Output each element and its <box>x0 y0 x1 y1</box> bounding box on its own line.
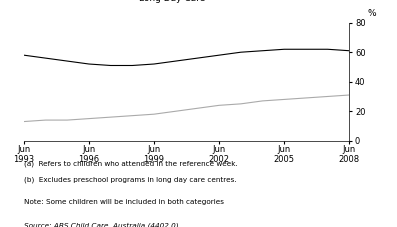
Preschool(b) <box>130 64 135 67</box>
Preschool(b) <box>347 49 352 52</box>
Preschool(b) <box>87 63 91 65</box>
Long Day Care <box>43 119 48 121</box>
Long Day Care <box>304 96 308 99</box>
Long Day Care <box>130 114 135 117</box>
Long Day Care <box>260 99 265 102</box>
Preschool(b) <box>217 54 222 57</box>
Preschool(b) <box>65 60 69 62</box>
Preschool(b) <box>43 57 48 59</box>
Long Day Care <box>173 110 178 113</box>
Preschool(b) <box>325 48 330 51</box>
Long Day Care <box>217 104 222 107</box>
Text: %: % <box>368 9 376 18</box>
Preschool(b) <box>239 51 243 54</box>
Preschool(b) <box>152 63 156 65</box>
Long Day Care <box>152 113 156 116</box>
Text: Note: Some children will be included in both categories: Note: Some children will be included in … <box>24 199 224 205</box>
Long Day Care <box>87 117 91 120</box>
Line: Long Day Care: Long Day Care <box>24 95 349 121</box>
Preschool(b) <box>173 60 178 62</box>
Text: (a)  Refers to children who attended in the reference week.: (a) Refers to children who attended in t… <box>24 160 237 167</box>
Long Day Care <box>21 120 26 123</box>
Long Day Care <box>282 98 287 101</box>
Text: (b)  Excludes preschool programs in long day care centres.: (b) Excludes preschool programs in long … <box>24 176 237 183</box>
Text: Source: ABS Child Care, Australia (4402.0): Source: ABS Child Care, Australia (4402.… <box>24 222 178 227</box>
Preschool(b) <box>304 48 308 51</box>
Line: Preschool(b): Preschool(b) <box>24 49 349 65</box>
Long Day Care <box>108 116 113 118</box>
Preschool(b) <box>108 64 113 67</box>
Long Day Care <box>65 119 69 121</box>
Long Day Care <box>195 107 200 110</box>
Preschool(b) <box>260 49 265 52</box>
Long Day Care <box>347 94 352 96</box>
Preschool(b) <box>195 57 200 59</box>
Long Day Care <box>239 102 243 105</box>
Legend: Preschool(b), Long Day Care: Preschool(b), Long Day Care <box>116 0 205 3</box>
Preschool(b) <box>21 54 26 57</box>
Long Day Care <box>325 95 330 98</box>
Preschool(b) <box>282 48 287 51</box>
